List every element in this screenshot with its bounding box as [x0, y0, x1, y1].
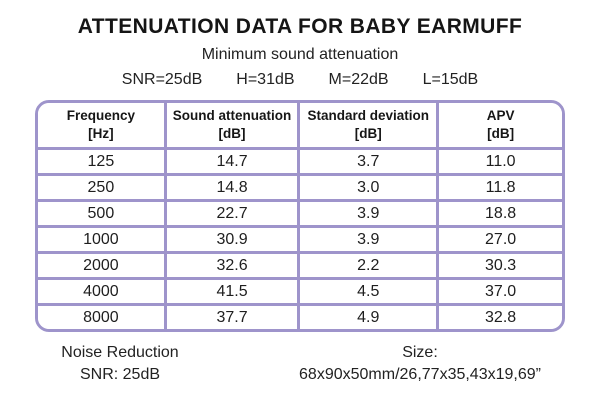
column-unit: [dB]	[487, 126, 515, 141]
cell-apv: 11.0	[436, 147, 562, 173]
cell-sound-attenuation: 22.7	[163, 199, 298, 225]
cell-sound-attenuation: 37.7	[163, 303, 298, 329]
cell-frequency: 2000	[38, 251, 164, 277]
cell-apv: 11.8	[436, 173, 562, 199]
column-header-frequency: Frequency [Hz]	[38, 103, 164, 147]
column-label: Frequency	[66, 108, 136, 124]
cell-frequency: 4000	[38, 277, 164, 303]
cell-sound-attenuation: 14.7	[163, 147, 298, 173]
attenuation-data-grid: Frequency [Hz] Sound attenuation [dB] St…	[38, 103, 562, 329]
cell-apv: 30.3	[436, 251, 562, 277]
column-label: Standard deviation	[307, 108, 430, 124]
cell-standard-deviation: 3.9	[297, 199, 437, 225]
table-row: 4000 41.5 4.5 37.0	[38, 277, 562, 303]
size-value: 68x90x50mm/26,77x35,43x19,69”	[299, 365, 541, 383]
cell-frequency: 250	[38, 173, 164, 199]
cell-standard-deviation: 4.5	[297, 277, 437, 303]
cell-standard-deviation: 2.2	[297, 251, 437, 277]
cell-apv: 32.8	[436, 303, 562, 329]
column-header-apv: APV [dB]	[436, 103, 562, 147]
noise-reduction-value: SNR: 25dB	[79, 365, 161, 383]
summary-values-line: SNR=25dB H=31dB M=22dB L=15dB	[0, 71, 600, 89]
summary-m: M=22dB	[328, 71, 389, 88]
cell-standard-deviation: 3.9	[297, 225, 437, 251]
attenuation-table: Frequency [Hz] Sound attenuation [dB] St…	[35, 100, 565, 332]
cell-standard-deviation: 4.9	[297, 303, 437, 329]
column-unit: [dB]	[218, 126, 246, 141]
cell-standard-deviation: 3.0	[297, 173, 437, 199]
noise-reduction-label: Noise Reduction	[61, 344, 179, 361]
column-label: APV	[486, 108, 515, 124]
size-label: Size:	[402, 344, 438, 361]
column-unit: [Hz]	[88, 126, 114, 141]
cell-frequency: 8000	[38, 303, 164, 329]
column-header-standard-deviation: Standard deviation [dB]	[297, 103, 437, 147]
cell-sound-attenuation: 30.9	[163, 225, 298, 251]
cell-frequency: 1000	[38, 225, 164, 251]
column-unit: [dB]	[354, 126, 382, 141]
table-row: 8000 37.7 4.9 32.8	[38, 303, 562, 329]
cell-frequency: 125	[38, 147, 164, 173]
cell-apv: 37.0	[436, 277, 562, 303]
size-block: Size: 68x90x50mm/26,77x35,43x19,69”	[240, 342, 600, 385]
table-row: 500 22.7 3.9 18.8	[38, 199, 562, 225]
summary-snr: SNR=25dB	[121, 71, 203, 88]
table-row: 125 14.7 3.7 11.0	[38, 147, 562, 173]
cell-sound-attenuation: 41.5	[163, 277, 298, 303]
summary-l: L=15dB	[422, 71, 479, 88]
table-row: 250 14.8 3.0 11.8	[38, 173, 562, 199]
page-title: ATTENUATION DATA FOR BABY EARMUFF	[77, 15, 523, 38]
footer: Noise Reduction SNR: 25dB Size: 68x90x50…	[0, 342, 600, 385]
cell-frequency: 500	[38, 199, 164, 225]
summary-h: H=31dB	[236, 71, 295, 88]
table-row: 2000 32.6 2.2 30.3	[38, 251, 562, 277]
column-label: Sound attenuation	[172, 108, 292, 124]
cell-apv: 18.8	[436, 199, 562, 225]
column-header-sound-attenuation: Sound attenuation [dB]	[163, 103, 298, 147]
noise-reduction-block: Noise Reduction SNR: 25dB	[0, 342, 240, 385]
cell-standard-deviation: 3.7	[297, 147, 437, 173]
table-row: 1000 30.9 3.9 27.0	[38, 225, 562, 251]
table-header-row: Frequency [Hz] Sound attenuation [dB] St…	[38, 103, 562, 147]
cell-sound-attenuation: 14.8	[163, 173, 298, 199]
page-subtitle: Minimum sound attenuation	[201, 46, 399, 63]
cell-sound-attenuation: 32.6	[163, 251, 298, 277]
cell-apv: 27.0	[436, 225, 562, 251]
